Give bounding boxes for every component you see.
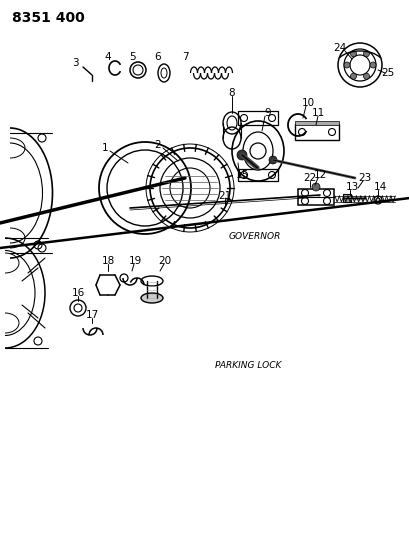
Text: 13: 13 [344,182,358,192]
Circle shape [363,73,369,79]
Text: 4: 4 [104,52,111,62]
Text: 20: 20 [158,256,171,266]
Bar [294,124,338,140]
Circle shape [350,73,356,79]
Text: GOVERNOR: GOVERNOR [228,231,281,240]
Text: 18: 18 [101,256,115,266]
Text: 9: 9 [264,108,271,118]
Circle shape [343,62,349,68]
Text: 2: 2 [154,140,161,150]
Text: 3: 3 [72,58,78,68]
Circle shape [311,183,319,191]
Circle shape [268,156,276,164]
Text: 14: 14 [373,182,386,192]
Circle shape [363,51,369,56]
Bar [237,111,277,125]
Text: 21: 21 [218,191,231,201]
Text: 6: 6 [154,52,161,62]
Text: 10: 10 [301,98,314,108]
Text: 16: 16 [71,288,84,298]
Ellipse shape [141,293,163,303]
Text: 19: 19 [128,256,141,266]
Text: PARKING LOCK: PARKING LOCK [214,360,281,369]
Text: 15: 15 [235,170,248,180]
Text: 8351 400: 8351 400 [12,11,85,25]
Text: 23: 23 [357,173,371,183]
Text: 12: 12 [312,170,326,180]
Text: 17: 17 [85,310,99,320]
Bar [237,169,277,181]
Text: 7: 7 [181,52,188,62]
Text: 5: 5 [129,52,136,62]
Circle shape [350,51,356,56]
Text: 11: 11 [310,108,324,118]
Bar [342,194,350,202]
Text: 25: 25 [380,68,393,78]
Bar [297,189,333,205]
Text: 22: 22 [303,173,316,183]
Circle shape [369,62,375,68]
Text: 1: 1 [101,143,108,153]
Bar [294,121,338,125]
Text: 24: 24 [333,43,346,53]
Text: 8: 8 [228,88,235,98]
Circle shape [236,150,246,160]
